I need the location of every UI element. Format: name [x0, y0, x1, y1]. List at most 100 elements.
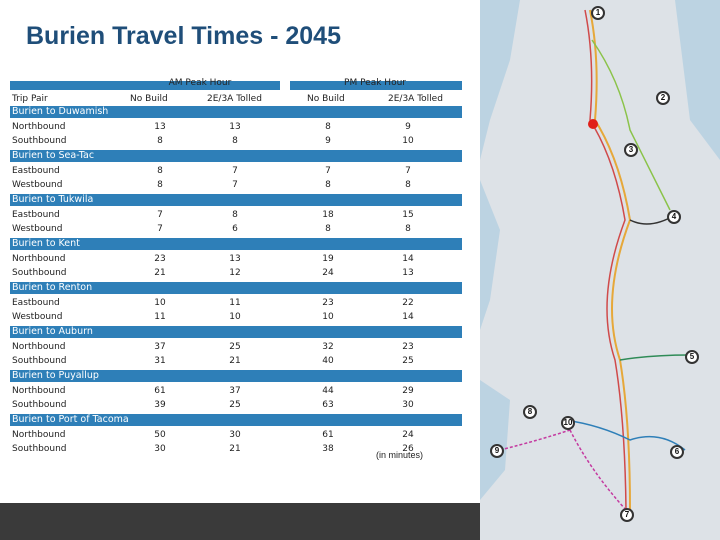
tolled-am-cell: 7 [232, 166, 238, 176]
table-row: Northbound 61 37 44 29 [10, 385, 462, 397]
table-row: Westbound 7 6 8 8 [10, 223, 462, 235]
section-header: Burien to Puyallup [10, 370, 462, 382]
table-row: Eastbound 8 7 7 7 [10, 165, 462, 177]
table-row: Southbound 8 8 9 10 [10, 135, 462, 147]
tolled-am-cell: 11 [229, 298, 241, 308]
no-build-pm-cell: 38 [322, 444, 334, 454]
table-row: Eastbound 10 11 23 22 [10, 297, 462, 309]
map-marker-3: 3 [624, 143, 638, 157]
tolled-am-header: 2E/3A Tolled [207, 94, 262, 104]
no-build-am-cell: 23 [154, 254, 166, 264]
tolled-pm-header: 2E/3A Tolled [388, 94, 443, 104]
table-row: Southbound 31 21 40 25 [10, 355, 462, 367]
tolled-pm-cell: 8 [405, 180, 411, 190]
no-build-pm-cell: 32 [322, 342, 334, 352]
map-marker-10: 10 [561, 416, 575, 430]
direction-cell: Northbound [12, 430, 66, 440]
section-header: Burien to Tukwila [10, 194, 462, 206]
map-marker-8: 8 [523, 405, 537, 419]
tolled-am-cell: 8 [232, 136, 238, 146]
tolled-pm-cell: 8 [405, 224, 411, 234]
tolled-am-cell: 25 [229, 342, 241, 352]
direction-cell: Southbound [12, 444, 67, 454]
no-build-pm-cell: 40 [322, 356, 334, 366]
no-build-am-cell: 7 [157, 210, 163, 220]
tolled-am-cell: 21 [229, 444, 241, 454]
table-row: Westbound 8 7 8 8 [10, 179, 462, 191]
no-build-pm-cell: 61 [322, 430, 334, 440]
table-row: Southbound 39 25 63 30 [10, 399, 462, 411]
no-build-am-cell: 39 [154, 400, 166, 410]
direction-cell: Eastbound [12, 210, 60, 220]
tolled-am-cell: 25 [229, 400, 241, 410]
tolled-pm-cell: 24 [402, 430, 414, 440]
pm-peak-label: PM Peak Hour [344, 78, 406, 88]
footer-bar [0, 503, 480, 540]
tolled-am-cell: 13 [229, 254, 241, 264]
no-build-am-header: No Build [130, 94, 168, 104]
no-build-am-cell: 13 [154, 122, 166, 132]
tolled-am-cell: 10 [229, 312, 241, 322]
tolled-pm-cell: 14 [402, 254, 414, 264]
no-build-am-cell: 7 [157, 224, 163, 234]
no-build-pm-cell: 8 [325, 122, 331, 132]
section-header: Burien to Kent [10, 238, 462, 250]
no-build-am-cell: 61 [154, 386, 166, 396]
direction-cell: Northbound [12, 122, 66, 132]
tolled-am-cell: 21 [229, 356, 241, 366]
map-graphic [480, 0, 720, 540]
table-row: Southbound 21 12 24 13 [10, 267, 462, 279]
no-build-am-cell: 50 [154, 430, 166, 440]
tolled-pm-cell: 22 [402, 298, 414, 308]
map-marker-7: 7 [620, 508, 634, 522]
no-build-pm-cell: 19 [322, 254, 334, 264]
map-marker-6: 6 [670, 445, 684, 459]
direction-cell: Southbound [12, 400, 67, 410]
am-header-band [10, 81, 280, 90]
table-row: Northbound 13 13 8 9 [10, 121, 462, 133]
table-row: Eastbound 7 8 18 15 [10, 209, 462, 221]
no-build-pm-cell: 24 [322, 268, 334, 278]
tolled-pm-cell: 15 [402, 210, 414, 220]
section-header: Burien to Auburn [10, 326, 462, 338]
tolled-pm-cell: 26 [402, 444, 414, 454]
tolled-am-cell: 6 [232, 224, 238, 234]
tolled-pm-cell: 29 [402, 386, 414, 396]
no-build-pm-header: No Build [307, 94, 345, 104]
tolled-am-cell: 8 [232, 210, 238, 220]
section-header: Burien to Renton [10, 282, 462, 294]
tolled-pm-cell: 23 [402, 342, 414, 352]
no-build-pm-cell: 18 [322, 210, 334, 220]
tolled-pm-cell: 9 [405, 122, 411, 132]
trip-pair-header: Trip Pair [12, 94, 48, 104]
direction-cell: Southbound [12, 268, 67, 278]
map-marker-1: 1 [591, 6, 605, 20]
tolled-pm-cell: 13 [402, 268, 414, 278]
tolled-pm-cell: 7 [405, 166, 411, 176]
direction-cell: Eastbound [12, 166, 60, 176]
direction-cell: Northbound [12, 386, 66, 396]
units-note: (in minutes) [376, 450, 424, 460]
table-row: Southbound 30 21 38 26 [10, 443, 462, 455]
tolled-am-cell: 12 [229, 268, 241, 278]
corridor-map: 1 2 3 4 5 6 7 8 9 10 [480, 0, 720, 540]
map-marker-9: 9 [490, 444, 504, 458]
tolled-pm-cell: 25 [402, 356, 414, 366]
no-build-pm-cell: 10 [322, 312, 334, 322]
column-headers: Trip Pair No Build 2E/3A Tolled No Build… [10, 94, 462, 105]
no-build-am-cell: 11 [154, 312, 166, 322]
map-marker-5: 5 [685, 350, 699, 364]
direction-cell: Southbound [12, 356, 67, 366]
no-build-am-cell: 31 [154, 356, 166, 366]
no-build-pm-cell: 63 [322, 400, 334, 410]
section-header: Burien to Duwamish [10, 106, 462, 118]
section-header: Burien to Sea-Tac [10, 150, 462, 162]
direction-cell: Northbound [12, 342, 66, 352]
map-marker-2: 2 [656, 91, 670, 105]
section-header: Burien to Port of Tacoma [10, 414, 462, 426]
no-build-am-cell: 8 [157, 136, 163, 146]
no-build-pm-cell: 8 [325, 224, 331, 234]
direction-cell: Westbound [12, 224, 63, 234]
no-build-am-cell: 10 [154, 298, 166, 308]
am-peak-label: AM Peak Hour [168, 78, 232, 88]
